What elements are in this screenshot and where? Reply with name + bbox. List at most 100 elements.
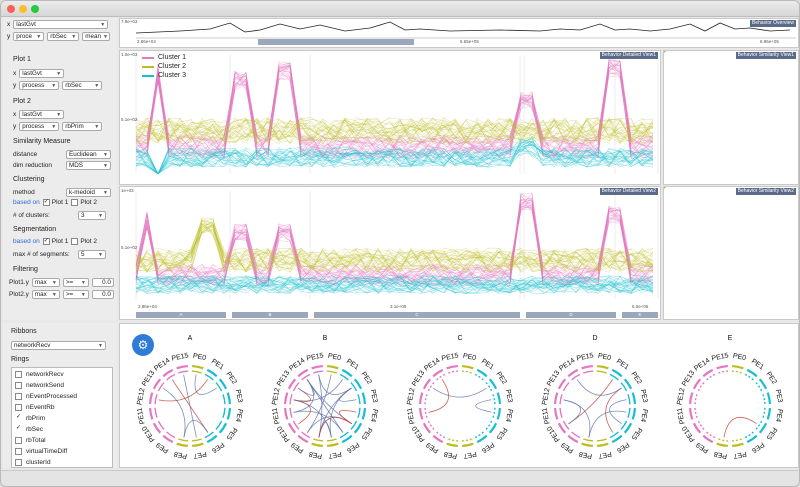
- rings-title: Rings: [11, 356, 29, 363]
- detailed-view-1-panel[interactable]: 1.0e+03 5.1e+02 Behavior Detailed View1 …: [119, 50, 661, 185]
- segment-b[interactable]: B: [232, 312, 308, 318]
- ring-arc: [192, 442, 204, 448]
- pe-label: PE0: [192, 353, 206, 362]
- ring-arc: [581, 364, 593, 370]
- ring-arc: [697, 420, 705, 430]
- ring-arc: [567, 368, 579, 378]
- ring-arc: [694, 407, 698, 418]
- ring-arc: [620, 382, 628, 392]
- detail1-y-top: 1.0e+03: [121, 52, 138, 57]
- segmentation-plot1-checkbox[interactable]: ✓ Plot 1: [42, 238, 69, 245]
- close-button[interactable]: [7, 5, 15, 13]
- similarity-view-1-scatter: [664, 51, 666, 53]
- overview-y-select-3[interactable]: mean ▼: [82, 32, 111, 41]
- series-line: [135, 140, 654, 175]
- ring-arc: [611, 434, 623, 444]
- series-line: [135, 146, 654, 175]
- settings-button[interactable]: ⚙: [132, 334, 154, 356]
- pe-label: PE15: [711, 352, 729, 362]
- plot2-y-select-1[interactable]: process ▼: [19, 122, 60, 131]
- filter1-agg-select[interactable]: max ▼: [31, 278, 60, 287]
- pe-label: PE15: [441, 352, 459, 362]
- series-line: [135, 117, 654, 145]
- pe-label: PE2: [359, 371, 372, 386]
- series-line: [135, 205, 654, 286]
- clustering-plot1-checkbox[interactable]: ✓ Plot 1: [42, 199, 69, 206]
- ring-item-rbtotal[interactable]: rbTotal: [12, 435, 112, 446]
- chord-link: [158, 379, 208, 402]
- ring-item-clusterid[interactable]: clusterId: [12, 457, 112, 468]
- series-line: [135, 224, 654, 272]
- series-line: [135, 141, 654, 175]
- ring-arc: [311, 442, 323, 448]
- segment-e[interactable]: E: [622, 312, 658, 318]
- plot2-x-select[interactable]: lastGvt ▼: [19, 110, 65, 119]
- similarity-view-1-panel[interactable]: Behavior Similarity View1: [663, 50, 799, 185]
- clusters-select[interactable]: 3 ▼: [78, 211, 106, 220]
- plot1-y-select-1[interactable]: process ▼: [19, 81, 60, 90]
- filter2-agg-select[interactable]: max ▼: [31, 290, 60, 299]
- method-select[interactable]: k-medoid ▼: [66, 188, 111, 197]
- ring-arc: [688, 408, 694, 420]
- series-line: [135, 219, 654, 274]
- plot1-x-select[interactable]: lastGvt ▼: [19, 69, 65, 78]
- ribbons-select[interactable]: networkRecv ▼: [11, 341, 106, 350]
- ring-item-neventprocessed[interactable]: nEventProcessed: [12, 391, 112, 402]
- clustering-plot2-checkbox[interactable]: Plot 2: [71, 199, 97, 206]
- segment-d[interactable]: D: [526, 312, 616, 318]
- series-line: [135, 199, 654, 286]
- filter1-value-field[interactable]: 0.0: [91, 278, 114, 287]
- pe-label: PE9: [155, 441, 170, 454]
- behavior-overview-panel[interactable]: 7.9e+03 2.86e+04 5.65e+05 8.95e+05 Behav…: [119, 18, 799, 48]
- ring-arc: [583, 438, 594, 442]
- ring-item-rbsec[interactable]: ✓ rbSec: [15, 425, 43, 433]
- series-line: [135, 118, 654, 145]
- overview-x-select[interactable]: lastGvt ▼: [13, 20, 109, 29]
- overview-brush[interactable]: [258, 39, 414, 45]
- detailed-view-2-panel[interactable]: 1e+03 5.1e+02 Behavior Detailed View2 A …: [119, 186, 661, 320]
- series-line: [135, 117, 654, 145]
- series-line: [135, 275, 654, 294]
- segment-a[interactable]: A: [136, 312, 226, 318]
- ring-item-networksend[interactable]: networkSend: [12, 380, 112, 391]
- overview-y-select-1[interactable]: proce ▼: [13, 32, 45, 41]
- series-line: [135, 117, 654, 145]
- series-line: [135, 206, 654, 286]
- ring-item-networkrecv[interactable]: networkRecv: [12, 369, 112, 380]
- ring-item-rbprim[interactable]: ✓ rbPrim: [15, 414, 46, 422]
- filter2-op-select[interactable]: >= ▼: [62, 290, 89, 299]
- zoom-button[interactable]: [31, 5, 39, 13]
- chevron-down-icon: ▼: [100, 21, 106, 28]
- plot1-y-select-2[interactable]: rbSec ▼: [62, 81, 103, 90]
- series-line: [135, 62, 654, 159]
- ring-arc: [313, 438, 324, 442]
- minimize-button[interactable]: [19, 5, 27, 13]
- overview-y-select-2[interactable]: rbSec ▼: [47, 32, 80, 41]
- similarity-view-2-panel[interactable]: Behavior Similarity View2: [663, 186, 799, 320]
- ring-item-virtualtimediff[interactable]: virtualTimeDiff: [12, 446, 112, 457]
- ring-item-neventrb[interactable]: nEventRb: [12, 402, 112, 413]
- plot2-y-select-2[interactable]: rbPrim ▼: [62, 122, 103, 131]
- dimred-select[interactable]: MDS ▼: [66, 161, 111, 170]
- ring-arc: [688, 392, 694, 404]
- segmentation-plot2-checkbox[interactable]: Plot 2: [71, 238, 97, 245]
- ring-arc: [553, 408, 559, 420]
- max-segments-select[interactable]: 5 ▼: [78, 250, 106, 259]
- ring-arc: [152, 422, 162, 434]
- ring-arc: [557, 422, 567, 434]
- series-line: [135, 275, 654, 294]
- series-line: [135, 140, 654, 175]
- pe-label: PE14: [288, 357, 306, 372]
- ring-arc: [462, 442, 474, 448]
- chord-title: E: [728, 335, 733, 342]
- distance-select[interactable]: Euclidean ▼: [66, 150, 111, 159]
- filter2-value-field[interactable]: 0.0: [91, 290, 114, 299]
- plot1-title: Plot 1: [13, 56, 31, 63]
- ring-arc: [746, 368, 758, 378]
- filter1-op-select[interactable]: >= ▼: [62, 278, 89, 287]
- ring-arc: [766, 408, 772, 420]
- series-line: [135, 117, 654, 145]
- segment-c[interactable]: C: [314, 312, 520, 318]
- ring-arc: [154, 407, 158, 418]
